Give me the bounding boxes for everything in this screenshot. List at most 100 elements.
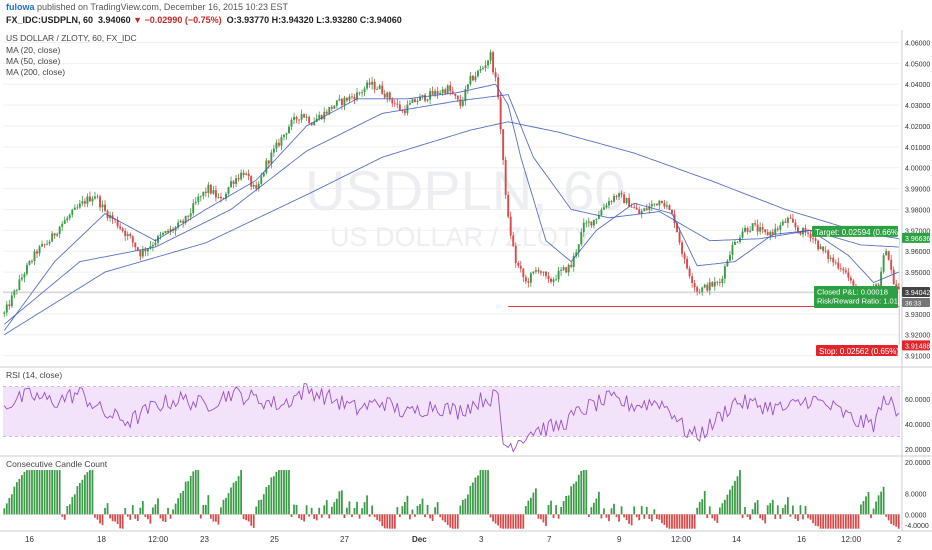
candle[interactable] (383, 89, 386, 100)
candle[interactable] (532, 271, 535, 275)
candle[interactable] (235, 174, 238, 188)
ma-line-50[interactable] (4, 94, 899, 325)
candle[interactable] (537, 267, 540, 274)
candle[interactable] (890, 254, 893, 274)
candle[interactable] (791, 213, 794, 224)
candle[interactable] (325, 109, 328, 115)
candle[interactable] (323, 107, 326, 123)
candle[interactable] (683, 251, 686, 264)
candle[interactable] (605, 202, 608, 209)
candle[interactable] (116, 216, 119, 229)
candle[interactable] (723, 263, 726, 284)
candle[interactable] (718, 278, 721, 287)
candle[interactable] (514, 242, 517, 268)
candle[interactable] (542, 271, 545, 277)
candle[interactable] (706, 282, 709, 293)
candle[interactable] (844, 267, 847, 275)
candle[interactable] (348, 93, 351, 103)
candle[interactable] (320, 114, 323, 121)
candle[interactable] (650, 200, 653, 211)
candle[interactable] (378, 84, 381, 90)
candle[interactable] (471, 75, 474, 82)
candle[interactable] (499, 92, 502, 135)
candle[interactable] (202, 191, 205, 200)
legend-ma50[interactable]: MA (50, close) (6, 56, 61, 66)
candle[interactable] (615, 194, 618, 200)
candle[interactable] (353, 93, 356, 105)
candle[interactable] (512, 231, 515, 248)
candle[interactable] (839, 263, 842, 272)
candle[interactable] (225, 192, 227, 202)
candle[interactable] (527, 277, 530, 288)
candle[interactable] (529, 271, 532, 287)
legend-ma20[interactable]: MA (20, close) (6, 45, 61, 55)
candle[interactable] (489, 49, 492, 65)
candle[interactable] (240, 169, 243, 181)
candle[interactable] (101, 200, 104, 213)
candle[interactable] (94, 191, 96, 200)
candle[interactable] (58, 225, 61, 239)
candle[interactable] (789, 214, 792, 220)
candle[interactable] (585, 219, 588, 228)
candle[interactable] (38, 244, 41, 257)
candle[interactable] (83, 198, 86, 208)
candle[interactable] (776, 226, 779, 232)
candle[interactable] (756, 219, 759, 236)
candle[interactable] (371, 76, 374, 90)
candle[interactable] (771, 228, 774, 238)
candle[interactable] (660, 200, 663, 204)
candle[interactable] (726, 259, 729, 268)
candle[interactable] (562, 265, 565, 272)
candle[interactable] (565, 266, 568, 274)
candle[interactable] (744, 224, 746, 233)
candle[interactable] (338, 94, 341, 102)
candle[interactable] (361, 89, 364, 97)
candle[interactable] (146, 248, 149, 257)
candle[interactable] (36, 249, 38, 259)
candle[interactable] (824, 246, 827, 254)
candle[interactable] (214, 185, 217, 202)
candle[interactable] (265, 157, 268, 175)
candle[interactable] (333, 105, 336, 109)
candle[interactable] (262, 172, 265, 178)
candle[interactable] (73, 204, 76, 210)
candle[interactable] (728, 250, 731, 262)
candle[interactable] (144, 246, 147, 257)
candle[interactable] (494, 67, 497, 82)
candle[interactable] (466, 84, 469, 94)
candle[interactable] (396, 98, 399, 109)
candle[interactable] (212, 185, 215, 195)
candle[interactable] (852, 279, 855, 288)
candle[interactable] (51, 231, 54, 242)
candle[interactable] (509, 211, 512, 239)
candle[interactable] (711, 281, 714, 288)
candle[interactable] (567, 263, 570, 277)
candle[interactable] (784, 218, 787, 224)
candle[interactable] (454, 93, 457, 100)
candle[interactable] (159, 231, 162, 240)
candle[interactable] (643, 207, 646, 212)
candle[interactable] (121, 227, 124, 233)
candle[interactable] (242, 169, 245, 178)
candle[interactable] (431, 86, 434, 96)
candle[interactable] (252, 182, 255, 190)
candle[interactable] (686, 255, 689, 270)
candle[interactable] (555, 274, 558, 281)
candle[interactable] (766, 228, 769, 236)
candle[interactable] (129, 232, 132, 239)
candle[interactable] (829, 254, 832, 262)
candle[interactable] (104, 200, 107, 213)
candle[interactable] (416, 98, 419, 105)
stop-price-tag[interactable]: 3.91488 (902, 340, 930, 351)
candle[interactable] (280, 134, 283, 151)
candle[interactable] (134, 242, 137, 251)
candle[interactable] (658, 199, 661, 210)
candle[interactable] (8, 299, 11, 310)
candle[interactable] (411, 98, 414, 104)
candle[interactable] (245, 171, 248, 176)
candle[interactable] (880, 267, 883, 287)
target-zone[interactable] (898, 237, 900, 293)
candle[interactable] (897, 283, 900, 290)
candle[interactable] (837, 257, 840, 271)
